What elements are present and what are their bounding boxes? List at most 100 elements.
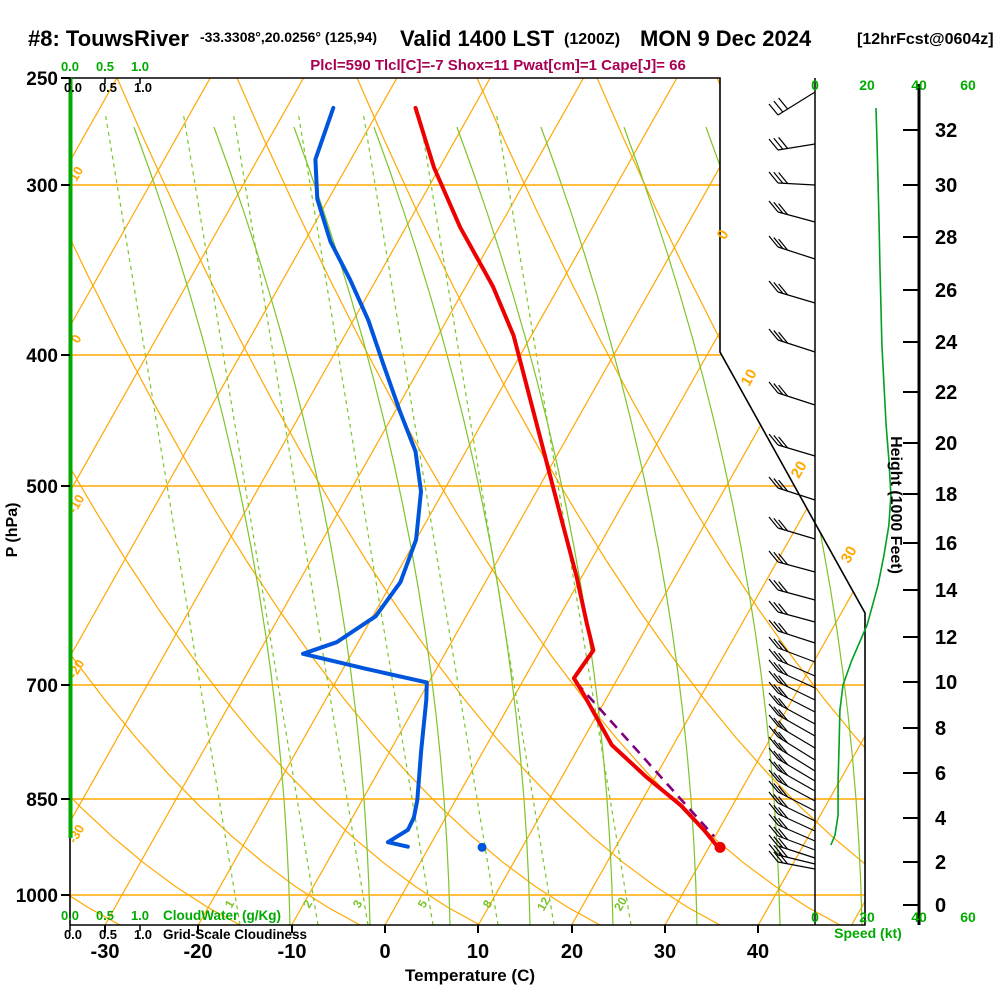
wind-barb-feather [773,804,784,817]
wind-barb-feather [768,681,779,694]
wind-barb-feather [773,772,784,784]
wind-barb-feather [778,137,789,149]
isotherm-line [477,78,865,925]
dry-adiabat-line [471,78,865,925]
wind-barb-staff [777,444,816,457]
wind-barb [768,747,816,782]
mixing-ratio-line [104,111,241,925]
height-tick-label: 10 [935,672,957,694]
wind-barb-feather [778,742,789,755]
wind-barb-feather [773,478,784,490]
cloudwater-tick-label-top: 0.0 [61,59,79,74]
wind-barb-feather [773,672,784,685]
wind-barb-staff [777,339,816,353]
wind-barb-staff [777,758,816,782]
isotherm-line [384,78,865,925]
wind-barb-feather [768,850,779,863]
wind-barb-feather [773,836,784,848]
wind-barb [768,516,816,540]
isotherm-line [70,78,496,925]
isotherm-label-diagonal: 0 [714,227,733,243]
speed-tick-label-top: 20 [859,77,875,93]
wind-barb-feather [768,692,779,705]
wind-barb-feather [768,200,779,213]
wind-barb-feather [768,619,779,632]
wind-barb [768,648,816,677]
wind-barb-feather [773,826,784,839]
wind-barb-staff [777,692,816,713]
fcst-tag: [12hrFcst@0604z] [857,31,994,48]
valid-time: Valid 1400 LST [400,26,555,51]
wind-barb-feather [778,238,789,251]
wind-barb-staff [777,824,816,842]
wind-barb-feather [778,553,789,565]
wind-barb-feather [768,813,779,826]
wind-barb-feather [778,807,789,819]
height-tick-label: 16 [935,533,957,555]
wind-barb-feather [768,725,779,738]
wind-barb-feather [778,664,789,676]
wind-barb-staff [777,291,816,304]
mixing-ratio-line [182,111,319,925]
wind-barb-feather [778,796,789,809]
wind-barb-feather [773,579,784,592]
wind-barb-feather [768,138,779,151]
wind-barb-feather [778,753,789,766]
cloudiness-tick-label-bottom: 0.0 [64,927,82,942]
isotherm-line [70,78,216,925]
isotherm-label-diagonal: 30 [838,543,861,566]
height-tick-label: 28 [935,227,957,249]
wind-barb-feather [773,695,784,707]
isotherm-label-left: -10 [65,492,87,516]
wind-barb-feather [773,739,784,752]
dry-adiabat-line [952,67,1000,925]
wind-barb-feather [773,728,784,741]
wind-barb-staff [777,703,816,725]
wind-barb [768,476,816,501]
temperature-tick-label: 20 [561,941,583,963]
params-line: Plcl=590 Tlcl[C]=-7 Shox=11 Pwat[cm]=1 C… [310,57,686,74]
isotherm-line [70,78,122,925]
wind-barb-feather [778,519,789,532]
cloudwater-tick-label-bottom: 0.0 [61,908,79,923]
speed-tick-label-top: 0 [811,77,819,93]
wind-barb-feather [768,703,779,716]
wind-barb-staff [777,736,816,761]
wind-barb [768,381,816,406]
wind-barb-feather [768,747,779,760]
isotherm-line [291,78,776,925]
wind-barb-feather [778,436,789,449]
wind-barb-feather [773,844,784,857]
wind-barb-feather [768,769,779,782]
wind-barb [768,200,816,223]
wind-barb-feather [768,843,779,856]
wind-barb [768,636,816,663]
station-title: #8: TouwsRiver [28,26,189,51]
isotherm-label-diagonal: 20 [788,458,811,481]
isotherm-line [104,78,589,925]
wind-barb-feather [773,851,784,864]
wind-barb-feather [773,100,784,113]
wind-barb [768,235,816,260]
dry-adiabat-line [591,78,865,925]
mixing-ratio-line [495,111,632,925]
wind-barb-feather [778,731,789,744]
temperature-curve [413,105,719,848]
wind-barb [768,280,816,304]
height-axis-title: Height (1000 Feet) [887,436,904,574]
valid-zulu: (1200Z) [564,31,620,48]
wind-barb [768,619,816,644]
height-tick-label: 32 [935,120,957,142]
wind-barb-feather [778,785,789,798]
wind-barb-staff [777,681,816,701]
cloudiness-tick-label-bottom: 0.5 [99,927,117,942]
mixing-ratio-line [418,111,555,925]
isotherm-line [851,78,865,925]
wind-barb-feather [778,686,789,699]
pressure-tick-label: 250 [26,69,58,90]
header: #8: TouwsRiver -33.3308°,20.0256° (125,9… [28,26,994,74]
moist-adiabat-line [623,126,781,925]
temperature-tick-label: -10 [278,941,307,963]
wind-barb-feather [778,828,789,841]
